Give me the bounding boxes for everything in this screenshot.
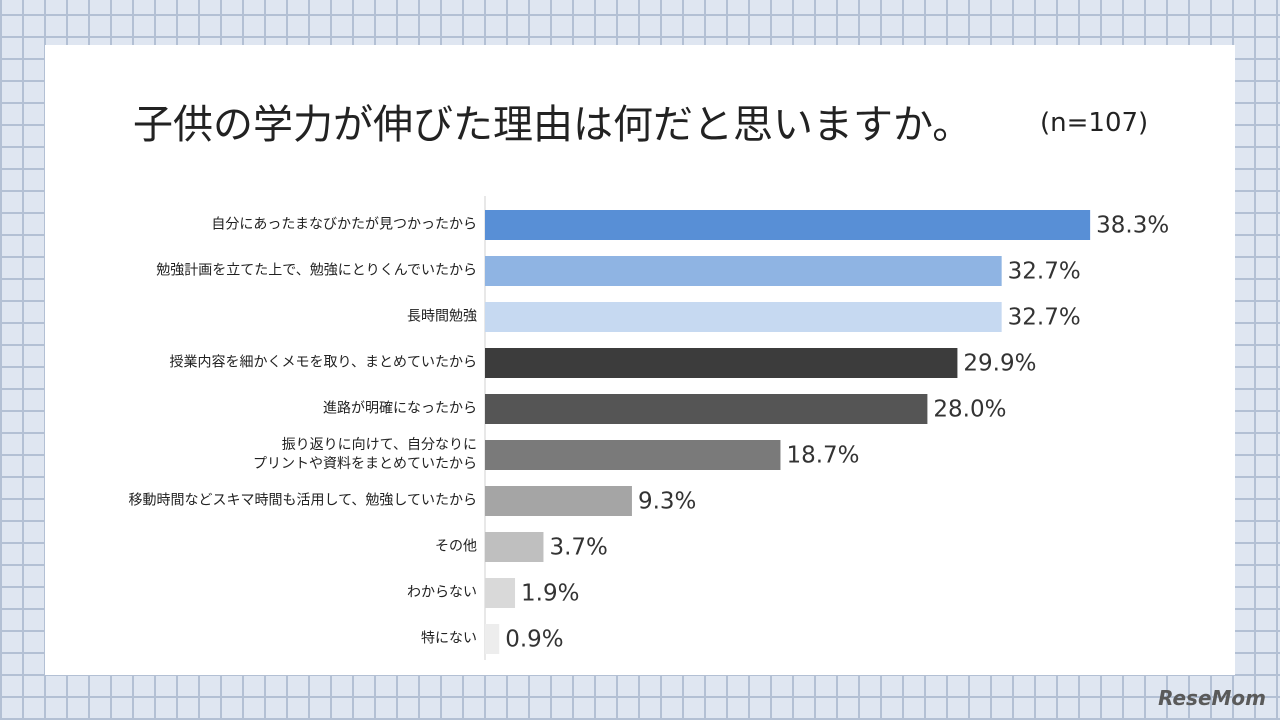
- bar: [485, 532, 544, 562]
- category-label: その他: [435, 538, 477, 555]
- category-label: 勉強計画を立てた上で、勉強にとりくんでいたから: [156, 262, 477, 279]
- bar: [485, 302, 1002, 332]
- bar: [485, 348, 958, 378]
- bar: [485, 394, 928, 424]
- chart-subtitle: (n=107): [1040, 108, 1149, 138]
- watermark: ReseMom: [1158, 686, 1266, 710]
- value-label: 1.9%: [521, 581, 579, 607]
- value-label: 3.7%: [549, 535, 607, 561]
- bar: [485, 440, 781, 470]
- value-label: 9.3%: [638, 489, 696, 515]
- category-label: 自分にあったまなびかたが見つかったから: [211, 216, 477, 233]
- category-label: 特にない: [421, 630, 477, 647]
- value-label: 32.7%: [1008, 305, 1081, 331]
- category-label: 移動時間などスキマ時間も活用して、勉強していたから: [128, 492, 477, 509]
- category-label: 長時間勉強: [407, 308, 477, 325]
- chart-title: 子供の学力が伸びた理由は何だと思いますか。: [133, 102, 973, 148]
- value-label: 38.3%: [1096, 213, 1169, 239]
- category-label: わからない: [407, 584, 477, 601]
- category-label: 進路が明確になったから: [323, 400, 477, 417]
- category-label: 授業内容を細かくメモを取り、まとめていたから: [169, 354, 477, 371]
- bar: [485, 256, 1002, 286]
- value-label: 0.9%: [505, 627, 563, 653]
- category-label: 振り返りに向けて、自分なりに プリントや資料をまとめていたから: [253, 437, 477, 472]
- bar: [485, 486, 632, 516]
- value-label: 28.0%: [933, 397, 1006, 423]
- bar: [485, 624, 500, 654]
- value-label: 32.7%: [1008, 259, 1081, 285]
- bar: [485, 578, 516, 608]
- value-label: 18.7%: [786, 443, 859, 469]
- value-label: 29.9%: [963, 351, 1036, 377]
- bar: [485, 210, 1091, 240]
